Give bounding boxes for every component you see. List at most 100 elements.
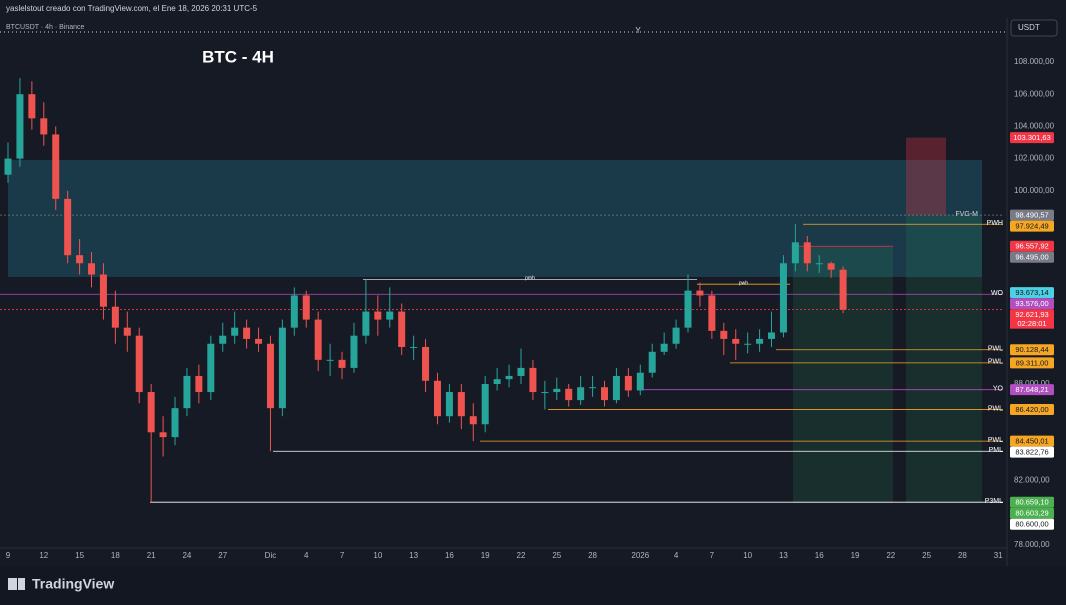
price-badge-label: 93.576,00: [1015, 299, 1048, 308]
candle-body: [326, 359, 334, 361]
x-tick-label: 2026: [631, 551, 649, 560]
price-badge: [1010, 209, 1054, 221]
candle-body: [803, 242, 811, 264]
candle-body: [672, 327, 680, 344]
price-badge-label: 87.648,21: [1015, 385, 1048, 394]
x-tick-label: 10: [743, 551, 752, 560]
candle-body: [839, 269, 847, 310]
level-label: PWH: [987, 220, 1003, 227]
price-badge: [1010, 507, 1054, 519]
price-badge: [1010, 446, 1054, 458]
candle-body: [481, 384, 489, 425]
price-badge-label: 98.490,57: [1015, 211, 1048, 220]
candle-body: [398, 311, 406, 347]
x-tick-label: 24: [182, 551, 191, 560]
price-badge: [1010, 298, 1054, 310]
candle-body: [314, 319, 322, 360]
candle-body: [278, 327, 286, 409]
price-badge: [1010, 220, 1054, 232]
x-tick-label: Dic: [265, 551, 277, 560]
zone: [906, 137, 946, 216]
candle-body: [791, 242, 799, 264]
candle-body: [183, 375, 191, 409]
price-badge: [1010, 403, 1054, 415]
countdown-label: 02:28:01: [1017, 319, 1046, 328]
candle-body: [469, 416, 477, 425]
candle-body: [386, 311, 394, 320]
price-badge-label: 84.450,01: [1015, 437, 1048, 446]
candle-body: [410, 346, 418, 348]
x-tick-label: 13: [779, 551, 788, 560]
zone: [906, 215, 982, 504]
y-tick-label: 82.000,00: [1014, 476, 1050, 485]
candle-body: [768, 332, 776, 339]
candle-body: [135, 335, 143, 393]
x-tick-label: 22: [886, 551, 895, 560]
swing-label: pwh: [739, 281, 748, 287]
candle-body: [529, 367, 537, 393]
candle-body: [290, 295, 298, 328]
candle-body: [577, 387, 585, 401]
candle-body: [612, 375, 620, 401]
level-label: YO: [993, 386, 1004, 393]
x-tick-label: 28: [588, 551, 597, 560]
candle-body: [88, 263, 96, 275]
x-tick-label: 10: [373, 551, 382, 560]
y-tick-label: 104.000,00: [1014, 122, 1055, 131]
price-badge-label: 97.924,49: [1015, 222, 1048, 231]
candle-body: [231, 327, 239, 336]
author-line: yaslelstout creado con TradingView.com, …: [6, 4, 258, 13]
candle-body: [111, 306, 119, 328]
price-badge: [1010, 435, 1054, 447]
candle-body: [624, 375, 632, 391]
candle-body: [636, 372, 644, 391]
candle-body: [302, 295, 310, 320]
y-tick-label: 78.000,00: [1014, 540, 1050, 549]
candle-body: [338, 359, 346, 368]
price-badge: [1010, 518, 1054, 530]
price-badge: [1010, 132, 1054, 144]
candle-body: [147, 392, 155, 433]
candle-body: [207, 343, 215, 393]
y-tick-label: 102.000,00: [1014, 154, 1055, 163]
candle-body: [433, 380, 441, 417]
countdown-badge: [1010, 318, 1054, 329]
price-badge: [1010, 496, 1054, 508]
candle-body: [708, 295, 716, 331]
price-badge-label: 80.659,10: [1015, 498, 1048, 507]
logo: [8, 578, 25, 590]
x-tick-label: 18: [111, 551, 120, 560]
footer-bar: [0, 566, 1066, 605]
y-tick-label: 88.000,00: [1014, 379, 1050, 388]
level-label: PWL: [988, 359, 1003, 366]
price-badge-label: 103.301,63: [1013, 133, 1051, 142]
x-tick-label: 27: [218, 551, 227, 560]
level-label: PML: [989, 447, 1004, 454]
swing-label: pmh: [525, 276, 535, 282]
candle-body: [601, 387, 608, 401]
price-badge-label: 86.420,00: [1015, 405, 1048, 414]
candle-body: [756, 338, 764, 344]
level-label: PWL: [988, 437, 1003, 444]
symbol-line: BTCUSDT · 4h · Binance: [6, 24, 85, 31]
candle-body: [159, 432, 167, 438]
candle-body: [350, 335, 358, 368]
candle-body: [720, 330, 728, 339]
candle-body: [16, 94, 24, 159]
price-badge-label: 80.603,29: [1015, 509, 1048, 518]
candle-body: [4, 158, 12, 175]
x-tick-label: 4: [674, 551, 679, 560]
candle-body: [374, 311, 382, 320]
x-tick-label: 21: [147, 551, 156, 560]
candle-body: [517, 367, 525, 376]
x-tick-label: 13: [409, 551, 418, 560]
x-tick-label: 12: [39, 551, 48, 560]
candle-body: [660, 343, 668, 352]
price-badge: [1010, 251, 1054, 263]
x-tick-label: 4: [304, 551, 309, 560]
price-badge-label: 80.600,00: [1015, 520, 1048, 529]
candle-body: [171, 408, 179, 438]
x-tick-label: 16: [815, 551, 824, 560]
currency-box: [1010, 19, 1058, 37]
